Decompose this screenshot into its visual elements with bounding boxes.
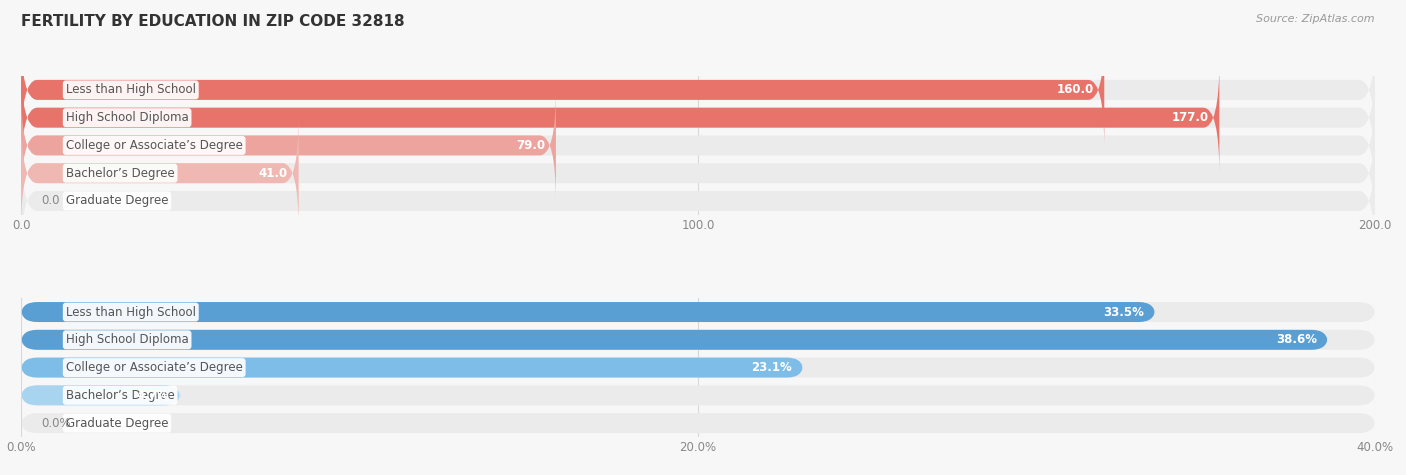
FancyBboxPatch shape xyxy=(21,33,1375,146)
Text: High School Diploma: High School Diploma xyxy=(66,111,188,124)
FancyBboxPatch shape xyxy=(21,385,180,405)
Text: College or Associate’s Degree: College or Associate’s Degree xyxy=(66,139,243,152)
Text: Graduate Degree: Graduate Degree xyxy=(66,417,169,429)
Text: Less than High School: Less than High School xyxy=(66,305,195,319)
Text: High School Diploma: High School Diploma xyxy=(66,333,188,346)
FancyBboxPatch shape xyxy=(21,413,1375,433)
Text: 177.0: 177.0 xyxy=(1171,111,1209,124)
FancyBboxPatch shape xyxy=(21,89,1375,202)
Text: 160.0: 160.0 xyxy=(1056,84,1094,96)
Text: Source: ZipAtlas.com: Source: ZipAtlas.com xyxy=(1257,14,1375,24)
FancyBboxPatch shape xyxy=(21,358,1375,378)
Text: 4.7%: 4.7% xyxy=(136,389,169,402)
FancyBboxPatch shape xyxy=(21,33,1104,146)
FancyBboxPatch shape xyxy=(21,385,1375,405)
Text: 38.6%: 38.6% xyxy=(1275,333,1317,346)
FancyBboxPatch shape xyxy=(21,61,1375,174)
Text: 79.0: 79.0 xyxy=(516,139,546,152)
Text: Graduate Degree: Graduate Degree xyxy=(66,194,169,208)
Text: Bachelor’s Degree: Bachelor’s Degree xyxy=(66,389,174,402)
FancyBboxPatch shape xyxy=(21,144,1375,257)
Text: 33.5%: 33.5% xyxy=(1104,305,1144,319)
Text: Bachelor’s Degree: Bachelor’s Degree xyxy=(66,167,174,180)
Text: 23.1%: 23.1% xyxy=(751,361,792,374)
FancyBboxPatch shape xyxy=(21,330,1375,350)
FancyBboxPatch shape xyxy=(21,330,1327,350)
FancyBboxPatch shape xyxy=(21,116,1375,230)
Text: FERTILITY BY EDUCATION IN ZIP CODE 32818: FERTILITY BY EDUCATION IN ZIP CODE 32818 xyxy=(21,14,405,29)
Text: 0.0: 0.0 xyxy=(41,194,60,208)
FancyBboxPatch shape xyxy=(21,302,1375,322)
FancyBboxPatch shape xyxy=(21,358,803,378)
FancyBboxPatch shape xyxy=(21,89,555,202)
Text: 41.0: 41.0 xyxy=(259,167,288,180)
FancyBboxPatch shape xyxy=(21,116,298,230)
Text: Less than High School: Less than High School xyxy=(66,84,195,96)
Text: College or Associate’s Degree: College or Associate’s Degree xyxy=(66,361,243,374)
FancyBboxPatch shape xyxy=(21,302,1156,322)
FancyBboxPatch shape xyxy=(21,61,1219,174)
Text: 0.0%: 0.0% xyxy=(41,417,72,429)
